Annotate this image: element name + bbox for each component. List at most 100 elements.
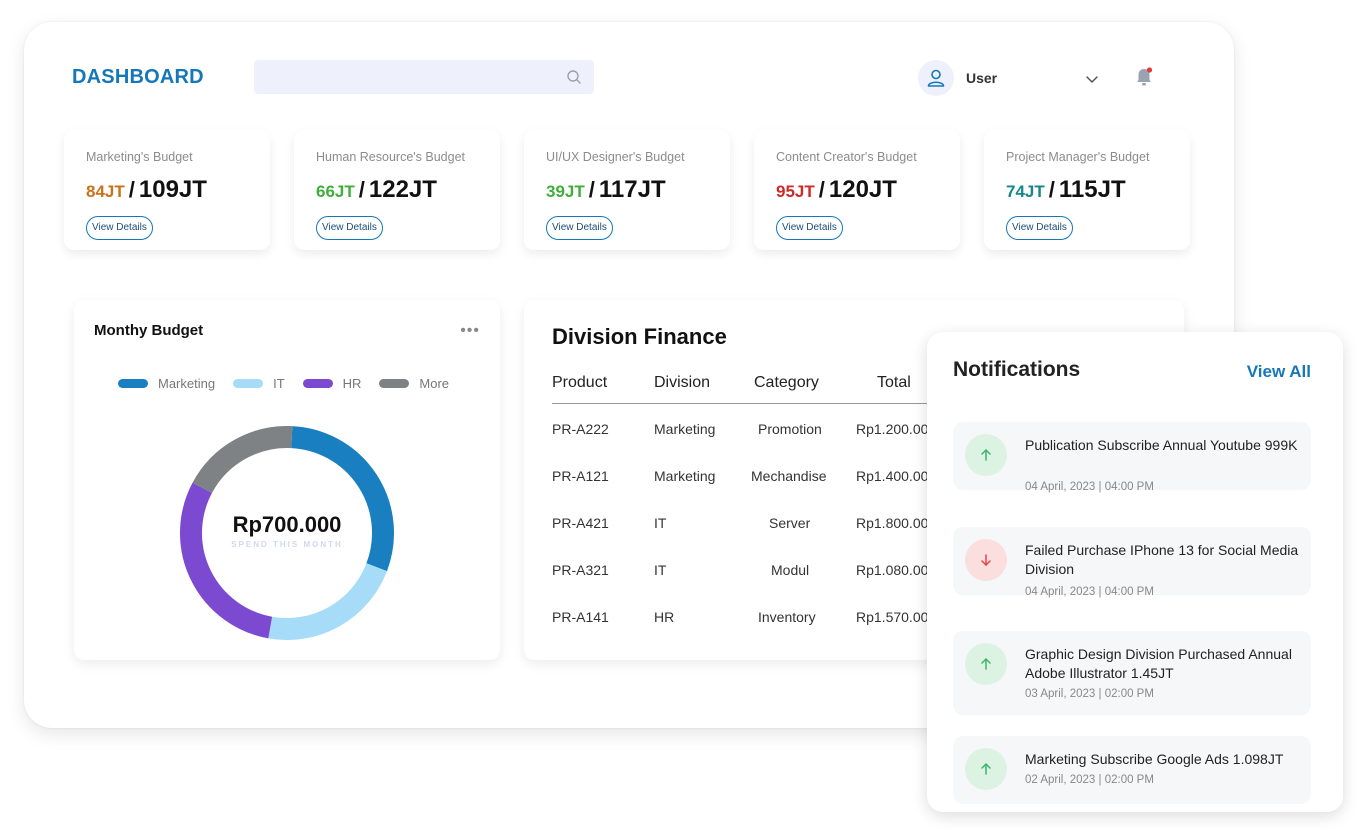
- budget-label: Marketing's Budget: [86, 150, 193, 164]
- donut-slice-hr: [180, 482, 273, 639]
- budget-card-uiux: UI/UX Designer's Budget 39JT/117JT View …: [524, 130, 730, 250]
- arrow-down-icon: [965, 539, 1007, 581]
- column-header-total[interactable]: Total: [877, 374, 911, 391]
- more-options-icon[interactable]: •••: [460, 322, 480, 339]
- notification-time: 03 April, 2023 | 02:00 PM: [1025, 688, 1154, 700]
- column-header-division[interactable]: Division: [654, 374, 711, 391]
- legend-item: More: [379, 376, 449, 391]
- table-cell-category: Promotion: [758, 421, 822, 437]
- budget-amount: 95JT/120JT: [776, 176, 897, 203]
- chart-legend: Marketing IT HR More: [118, 376, 449, 391]
- table-cell-category: Inventory: [758, 609, 816, 625]
- budget-label: Content Creator's Budget: [776, 150, 917, 164]
- view-details-button[interactable]: View Details: [776, 216, 843, 240]
- donut-center-subtitle: SPEND THIS MONTH: [231, 540, 343, 549]
- legend-item: Marketing: [118, 376, 215, 391]
- budget-amount: 66JT/122JT: [316, 176, 437, 203]
- legend-label: IT: [273, 376, 285, 391]
- budget-card-project-manager: Project Manager's Budget 74JT/115JT View…: [984, 130, 1190, 250]
- legend-item: HR: [302, 376, 362, 391]
- table-cell-total: Rp1.200.00: [856, 421, 929, 437]
- budget-total: 120JT: [828, 176, 897, 203]
- donut-center-amount: Rp700.000: [232, 512, 342, 537]
- budget-total: 117JT: [598, 176, 666, 203]
- search-icon[interactable]: [566, 69, 582, 85]
- monthly-budget-panel: Monthy Budget ••• Marketing IT HR More R…: [74, 300, 500, 660]
- budget-amount: 74JT/115JT: [1006, 176, 1126, 203]
- search-input[interactable]: [254, 60, 594, 94]
- table-cell-product: PR-A321: [552, 562, 609, 578]
- legend-swatch: [233, 379, 264, 388]
- view-details-button[interactable]: View Details: [1006, 216, 1073, 240]
- view-details-button[interactable]: View Details: [86, 216, 153, 240]
- notification-item[interactable]: Marketing Subscribe Google Ads 1.098JT 0…: [953, 736, 1311, 804]
- user-icon: [927, 69, 945, 87]
- panel-title: Division Finance: [552, 324, 727, 349]
- budget-spent: 39JT: [546, 182, 585, 201]
- budget-card-marketing: Marketing's Budget 84JT/109JT View Detai…: [64, 130, 270, 250]
- arrow-up-icon: [965, 643, 1007, 685]
- budget-total: 109JT: [138, 176, 207, 203]
- budget-card-hr: Human Resource's Budget 66JT/122JT View …: [294, 130, 500, 250]
- table-cell-total: Rp1.800.00: [856, 515, 929, 531]
- budget-total: 122JT: [368, 176, 437, 203]
- budget-total: 115JT: [1058, 176, 1126, 203]
- table-cell-category: Modul: [771, 562, 810, 578]
- donut-slice-marketing: [290, 426, 394, 572]
- legend-label: More: [419, 376, 450, 391]
- budget-amount: 84JT/109JT: [86, 176, 207, 203]
- view-all-link[interactable]: View All: [1246, 362, 1311, 381]
- header-divider: [552, 403, 932, 404]
- notification-text: Publication Subscribe Annual Youtube 999…: [1025, 437, 1298, 453]
- panel-title: Monthy Budget: [94, 322, 204, 339]
- budget-label: UI/UX Designer's Budget: [546, 150, 685, 164]
- table-cell-product: PR-A141: [552, 609, 609, 625]
- donut-slice-it: [268, 562, 387, 640]
- column-header-category[interactable]: Category: [754, 374, 819, 391]
- table-cell-category: Server: [769, 515, 811, 531]
- donut-slice-more: [192, 426, 293, 494]
- table-cell-total: Rp1.080.00: [856, 562, 929, 578]
- legend-swatch: [379, 379, 410, 388]
- table-cell-total: Rp1.400.00: [856, 468, 929, 484]
- notification-item[interactable]: Failed Purchase IPhone 13 for Social Med…: [953, 527, 1311, 598]
- table-cell-category: Mechandise: [751, 468, 827, 484]
- avatar[interactable]: [918, 60, 954, 96]
- bell-icon[interactable]: [1134, 66, 1154, 88]
- notification-time: 02 April, 2023 | 02:00 PM: [1025, 774, 1154, 786]
- legend-swatch: [118, 379, 148, 388]
- table-cell-division: IT: [654, 515, 667, 531]
- notifications-panel: Notifications View All Publication Subsc…: [927, 332, 1343, 812]
- arrow-up-icon: [965, 434, 1007, 476]
- notifications-title: Notifications: [953, 358, 1081, 381]
- chevron-down-icon[interactable]: [1084, 71, 1100, 87]
- donut-chart: [180, 426, 394, 640]
- view-details-button[interactable]: View Details: [546, 216, 613, 240]
- table-cell-division: Marketing: [654, 468, 716, 484]
- budget-spent: 66JT: [316, 182, 355, 201]
- notification-text: Failed Purchase IPhone 13 for Social Med…: [1025, 542, 1299, 577]
- table-cell-product: PR-A421: [552, 515, 609, 531]
- table-cell-total: Rp1.570.00: [856, 609, 929, 625]
- budget-card-content-creator: Content Creator's Budget 95JT/120JT View…: [754, 130, 960, 250]
- notification-item[interactable]: Publication Subscribe Annual Youtube 999…: [953, 422, 1311, 493]
- legend-item: IT: [233, 376, 285, 391]
- budget-label: Human Resource's Budget: [316, 150, 465, 164]
- budget-spent: 95JT: [776, 182, 815, 201]
- user-name[interactable]: User: [966, 70, 998, 86]
- legend-swatch: [302, 379, 333, 388]
- column-header-product[interactable]: Product: [552, 374, 608, 391]
- budget-spent: 84JT: [86, 182, 125, 201]
- arrow-up-icon: [965, 748, 1007, 790]
- budget-spent: 74JT: [1006, 182, 1045, 201]
- notification-text: Marketing Subscribe Google Ads 1.098JT: [1025, 751, 1284, 767]
- notification-item[interactable]: Graphic Design Division Purchased Annual…: [953, 631, 1311, 715]
- table-cell-product: PR-A222: [552, 421, 609, 437]
- table-cell-product: PR-A121: [552, 468, 609, 484]
- view-details-button[interactable]: View Details: [316, 216, 383, 240]
- budget-amount: 39JT/117JT: [546, 176, 666, 203]
- page-title: DASHBOARD: [72, 66, 204, 88]
- notification-time: 04 April, 2023 | 04:00 PM: [1025, 586, 1154, 598]
- budget-label: Project Manager's Budget: [1006, 150, 1150, 164]
- legend-label: HR: [342, 376, 362, 391]
